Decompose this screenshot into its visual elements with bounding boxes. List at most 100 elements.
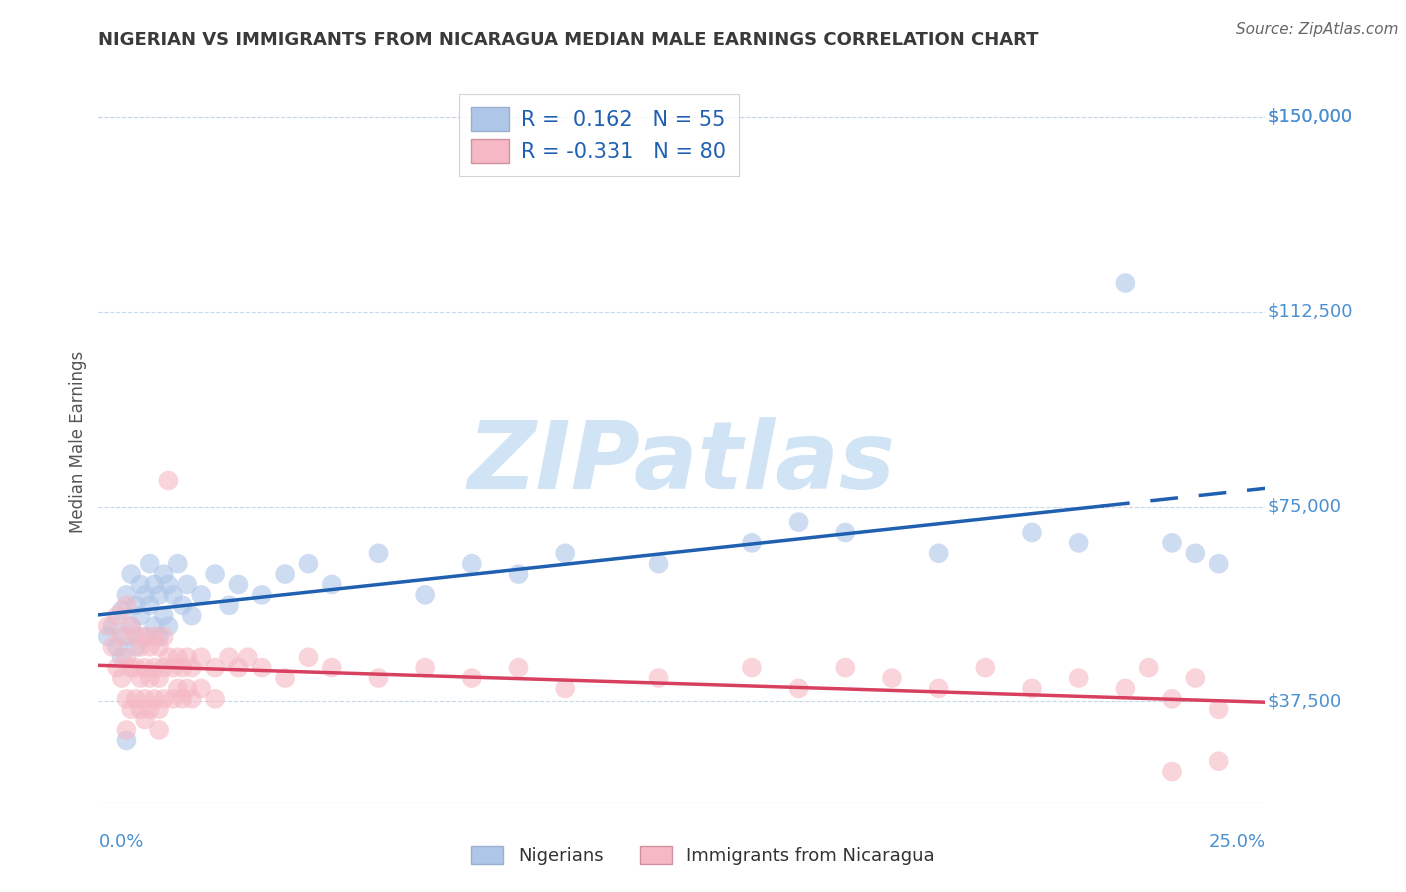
Point	[139, 671, 162, 685]
Point	[180, 660, 202, 674]
Point	[218, 650, 240, 665]
Text: 0.0%: 0.0%	[98, 833, 143, 851]
Point	[115, 650, 138, 665]
Legend: Nigerians, Immigrants from Nicaragua: Nigerians, Immigrants from Nicaragua	[461, 837, 945, 874]
Point	[148, 723, 170, 737]
Point	[647, 557, 669, 571]
Point	[111, 671, 134, 685]
Point	[129, 577, 152, 591]
Point	[367, 671, 389, 685]
Point	[274, 671, 297, 685]
Point	[129, 671, 152, 685]
Point	[321, 660, 343, 674]
Point	[554, 546, 576, 560]
Point	[176, 650, 198, 665]
Point	[120, 702, 142, 716]
Point	[115, 723, 138, 737]
Point	[134, 660, 156, 674]
Point	[880, 671, 903, 685]
Point	[1161, 764, 1184, 779]
Point	[228, 660, 250, 674]
Point	[148, 640, 170, 654]
Point	[152, 630, 174, 644]
Point	[115, 599, 138, 613]
Point	[1067, 536, 1090, 550]
Point	[134, 588, 156, 602]
Text: $150,000: $150,000	[1268, 108, 1353, 126]
Point	[115, 691, 138, 706]
Point	[787, 681, 810, 696]
Point	[250, 660, 273, 674]
Point	[125, 691, 148, 706]
Point	[741, 536, 763, 550]
Point	[134, 713, 156, 727]
Point	[129, 702, 152, 716]
Point	[204, 567, 226, 582]
Point	[413, 660, 436, 674]
Point	[125, 599, 148, 613]
Point	[120, 619, 142, 633]
Point	[162, 588, 184, 602]
Point	[105, 640, 128, 654]
Point	[101, 619, 124, 633]
Point	[148, 671, 170, 685]
Point	[129, 640, 152, 654]
Point	[204, 660, 226, 674]
Point	[139, 640, 162, 654]
Point	[190, 588, 212, 602]
Point	[157, 650, 180, 665]
Point	[162, 660, 184, 674]
Point	[157, 577, 180, 591]
Point	[139, 599, 162, 613]
Point	[1184, 546, 1206, 560]
Point	[274, 567, 297, 582]
Point	[139, 702, 162, 716]
Point	[1184, 671, 1206, 685]
Point	[120, 619, 142, 633]
Point	[176, 577, 198, 591]
Point	[1137, 660, 1160, 674]
Point	[148, 702, 170, 716]
Point	[1021, 525, 1043, 540]
Point	[647, 671, 669, 685]
Point	[111, 603, 134, 617]
Point	[928, 681, 950, 696]
Point	[157, 619, 180, 633]
Point	[218, 599, 240, 613]
Point	[1208, 754, 1230, 768]
Point	[115, 588, 138, 602]
Point	[1067, 671, 1090, 685]
Point	[148, 588, 170, 602]
Point	[152, 567, 174, 582]
Point	[413, 588, 436, 602]
Point	[166, 650, 188, 665]
Point	[834, 525, 856, 540]
Point	[166, 557, 188, 571]
Point	[741, 660, 763, 674]
Point	[190, 650, 212, 665]
Point	[105, 608, 128, 623]
Text: ZIPatlas: ZIPatlas	[468, 417, 896, 509]
Point	[297, 650, 319, 665]
Point	[157, 474, 180, 488]
Point	[1114, 276, 1136, 290]
Point	[115, 733, 138, 747]
Point	[143, 660, 166, 674]
Text: NIGERIAN VS IMMIGRANTS FROM NICARAGUA MEDIAN MALE EARNINGS CORRELATION CHART: NIGERIAN VS IMMIGRANTS FROM NICARAGUA ME…	[98, 31, 1039, 49]
Point	[508, 660, 530, 674]
Point	[111, 630, 134, 644]
Text: $150,000: $150,000	[1268, 108, 1353, 126]
Point	[461, 557, 484, 571]
Point	[166, 681, 188, 696]
Point	[134, 630, 156, 644]
Point	[120, 567, 142, 582]
Point	[105, 660, 128, 674]
Point	[1208, 702, 1230, 716]
Point	[97, 630, 120, 644]
Point	[172, 660, 194, 674]
Point	[152, 691, 174, 706]
Point	[125, 630, 148, 644]
Point	[204, 691, 226, 706]
Point	[143, 691, 166, 706]
Point	[228, 577, 250, 591]
